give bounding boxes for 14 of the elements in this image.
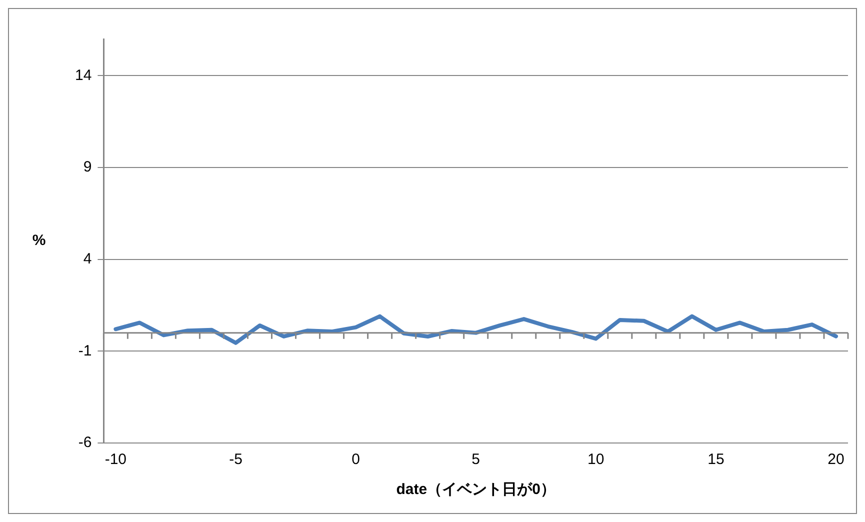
x-tick-label: 20 [828, 451, 844, 468]
x-tick-label: -10 [104, 451, 127, 468]
y-tick-label: 4 [83, 250, 92, 268]
x-tick-label: -5 [229, 451, 242, 468]
y-tick-label: 14 [74, 66, 92, 84]
y-tick-label: -1 [78, 342, 92, 360]
y-axis-title: % [32, 232, 46, 250]
x-tick-label: 5 [472, 451, 480, 468]
x-tick-label: 15 [708, 451, 724, 468]
x-tick-label: 0 [352, 451, 360, 468]
y-tick-label: 9 [83, 158, 92, 176]
x-tick-label: 10 [588, 451, 604, 468]
x-axis-title: date（イベント日が0） [396, 481, 556, 498]
y-tick-label: -6 [78, 434, 92, 452]
